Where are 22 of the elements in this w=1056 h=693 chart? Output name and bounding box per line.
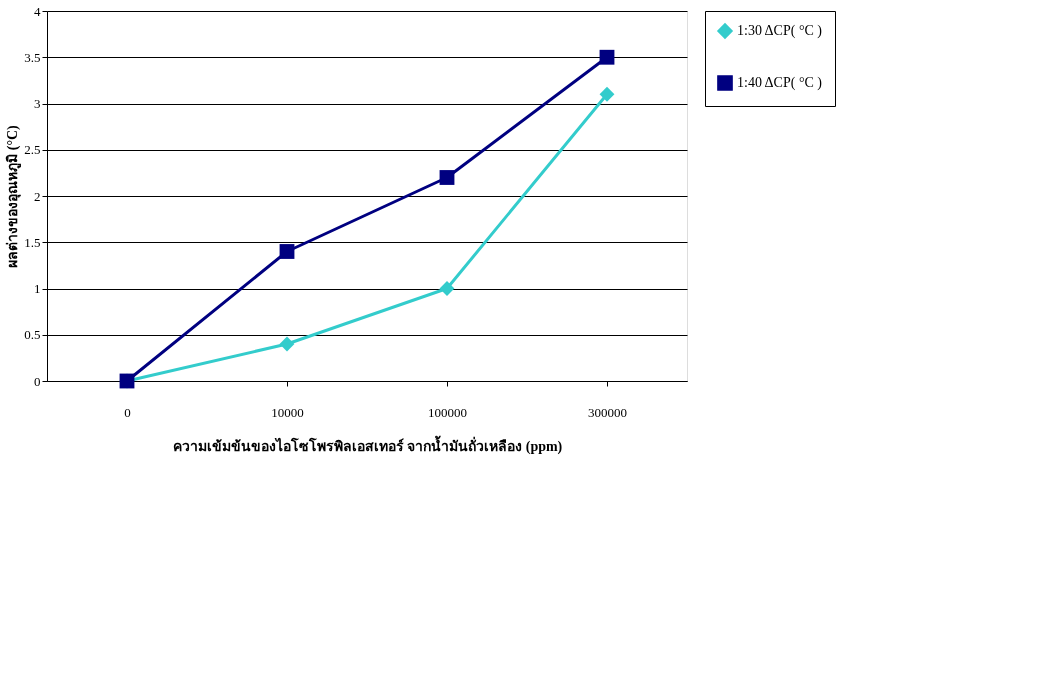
x-axis-title: ความเข้มข้นของไอโซโพรพิลเอสเทอร์ จากน้ำมันถั่วเหลือง (ppm): [172, 434, 563, 455]
legend-label: 1:40 ΔCP( °C ): [737, 75, 823, 91]
legend-label: 1:30 ΔCP( °C ): [737, 23, 823, 39]
point: [439, 170, 455, 185]
y-tick-label: 4: [34, 3, 41, 19]
y-tick-label: 3.5: [24, 49, 41, 65]
point: [599, 49, 615, 65]
x-tick-label: 10000: [271, 404, 304, 420]
y-tick-label: 2: [34, 188, 41, 204]
x-tick-label: 100000: [428, 404, 467, 420]
y-tick-label: 1: [34, 281, 41, 296]
y-tick-label: 1.5: [24, 234, 41, 250]
x-tick-label: 300000: [588, 404, 627, 420]
point: [279, 244, 295, 259]
y-tick-label: 2.5: [24, 142, 41, 158]
y-axis-title: ผลต่างของอุณหภูมิ (°C): [5, 124, 22, 268]
point: [599, 86, 615, 102]
y-tick-label: 3: [34, 96, 41, 111]
y-tick-label: 0: [34, 373, 41, 389]
point: [279, 336, 295, 352]
x-tick-label: 0: [124, 404, 131, 420]
y-tick-label: 0.5: [24, 327, 41, 343]
